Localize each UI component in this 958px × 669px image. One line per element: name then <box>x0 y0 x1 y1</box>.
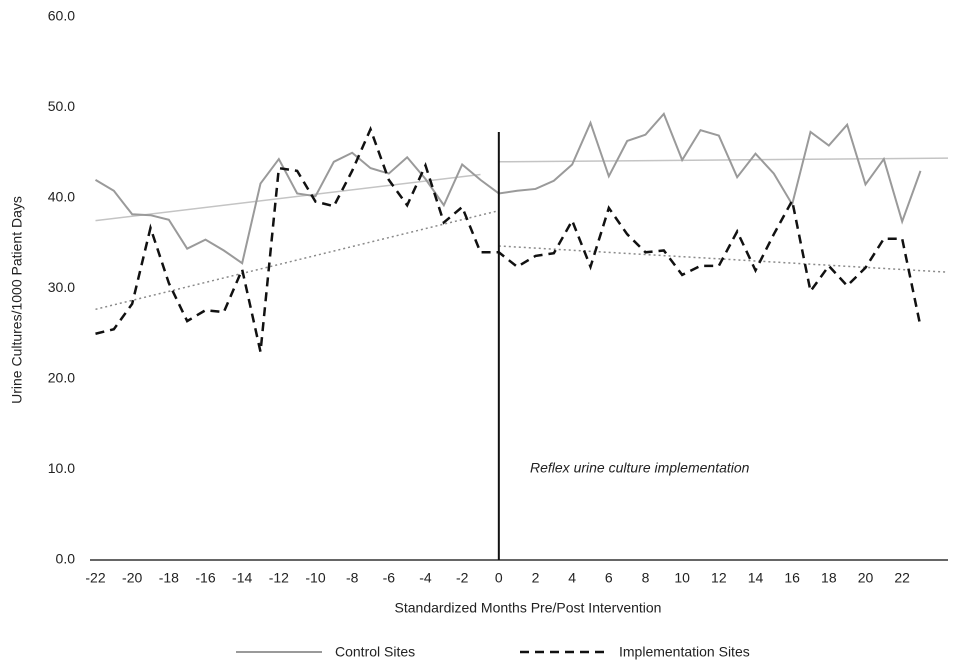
y-tick-label: 30.0 <box>48 279 75 295</box>
x-tick-label: 2 <box>532 570 540 586</box>
x-tick-label: -16 <box>195 570 215 586</box>
series-line <box>94 111 922 265</box>
annotation: Reflex urine culture implementation <box>530 460 750 476</box>
legend-label: Implementation Sites <box>619 644 750 660</box>
x-tick-label: 18 <box>821 570 837 586</box>
x-tick-label: -4 <box>419 570 432 586</box>
x-tick-label: 16 <box>784 570 800 586</box>
trend-line <box>498 157 949 163</box>
x-tick-label: 6 <box>605 570 613 586</box>
y-tick-label: 0.0 <box>56 551 76 567</box>
x-tick-label: -22 <box>85 570 105 586</box>
x-tick-label: -10 <box>305 570 325 586</box>
series-line <box>95 125 922 353</box>
x-tick-label: 22 <box>894 570 910 586</box>
legend-label: Control Sites <box>335 644 415 660</box>
y-axis-label: Urine Cultures/1000 Patient Days <box>9 196 25 404</box>
trend-line <box>95 173 481 222</box>
x-tick-label: -2 <box>456 570 469 586</box>
x-tick-label: -14 <box>232 570 252 586</box>
x-tick-label: -20 <box>122 570 142 586</box>
x-tick-label: 4 <box>568 570 576 586</box>
trend-line <box>95 209 500 311</box>
x-tick-label: -8 <box>346 570 359 586</box>
y-tick-label: 50.0 <box>48 98 75 114</box>
x-tick-label: -18 <box>159 570 179 586</box>
y-tick-label: 40.0 <box>48 189 75 205</box>
y-tick-label: 10.0 <box>48 460 75 476</box>
x-axis-label: Standardized Months Pre/Post Interventio… <box>395 600 662 616</box>
x-tick-label: -6 <box>383 570 396 586</box>
x-tick-label: 12 <box>711 570 727 586</box>
x-tick-label: 14 <box>748 570 764 586</box>
x-tick-label: 20 <box>858 570 874 586</box>
y-tick-label: 20.0 <box>48 370 75 386</box>
x-tick-label: -12 <box>269 570 289 586</box>
x-tick-label: 8 <box>642 570 650 586</box>
y-tick-label: 60.0 <box>48 8 75 24</box>
x-tick-label: 10 <box>674 570 690 586</box>
x-tick-label: 0 <box>495 570 503 586</box>
